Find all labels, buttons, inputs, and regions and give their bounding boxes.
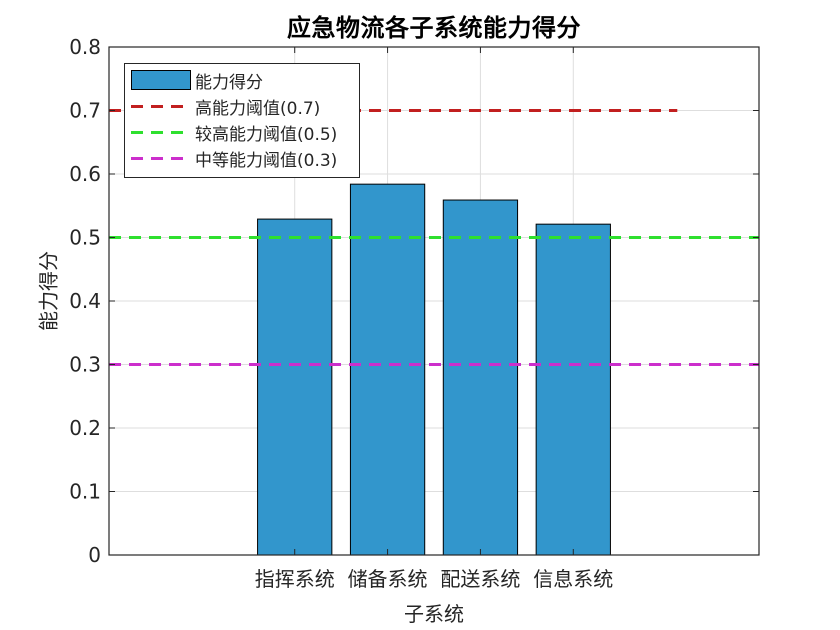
legend-item-upper-mid: 较高能力阈值(0.5) xyxy=(131,120,338,145)
y-tick-label: 0.2 xyxy=(69,416,101,440)
y-tick-label: 0.1 xyxy=(69,480,101,504)
bar-1 xyxy=(257,218,333,556)
y-tick-label: 0.7 xyxy=(69,99,101,123)
chart-title: 应急物流各子系统能力得分 xyxy=(287,14,581,42)
bar-2 xyxy=(349,183,426,556)
y-tick-label: 0.5 xyxy=(69,226,101,250)
x-tick-label: 储备系统 xyxy=(348,567,428,591)
legend-label: 较高能力阈值(0.5) xyxy=(195,124,338,145)
legend-item-high: 高能力阈值(0.7) xyxy=(131,94,321,119)
legend-red-dash-swatch xyxy=(131,104,191,108)
legend-item-score: 能力得分 xyxy=(131,68,263,93)
y-tick-labels: 0 0.1 0.2 0.3 0.4 0.5 0.6 0.7 0.8 xyxy=(69,35,101,567)
x-tick-labels: 指挥系统 储备系统 配送系统 信息系统 xyxy=(255,567,614,591)
y-axis-label: 能力得分 xyxy=(36,251,61,331)
x-tick-label: 配送系统 xyxy=(440,567,520,591)
threshold-lines xyxy=(109,109,759,366)
legend-item-mid: 中等能力阈值(0.3) xyxy=(131,146,338,171)
x-axis-label: 子系统 xyxy=(404,602,464,626)
x-tick-label: 指挥系统 xyxy=(255,567,335,591)
legend-label: 中等能力阈值(0.3) xyxy=(195,150,338,171)
y-tick-label: 0.3 xyxy=(69,353,101,377)
y-tick-label: 0.8 xyxy=(69,35,101,59)
legend-magenta-dash-swatch xyxy=(131,156,191,160)
bars xyxy=(257,183,611,556)
y-tick-label: 0.6 xyxy=(69,162,101,186)
bar-4 xyxy=(535,223,611,556)
legend-bar-swatch xyxy=(131,70,191,90)
x-tick-label: 信息系统 xyxy=(533,567,613,591)
legend-green-dash-swatch xyxy=(131,130,191,134)
y-tick-label: 0.4 xyxy=(69,289,101,313)
legend-label: 高能力阈值(0.7) xyxy=(195,98,321,119)
y-tick-label: 0 xyxy=(88,543,101,567)
axes xyxy=(108,46,760,556)
bar-3 xyxy=(442,199,519,556)
legend-label: 能力得分 xyxy=(195,72,263,93)
legend: 能力得分 高能力阈值(0.7) 较高能力阈值(0.5) 中等能力阈值(0.3) xyxy=(124,63,360,178)
